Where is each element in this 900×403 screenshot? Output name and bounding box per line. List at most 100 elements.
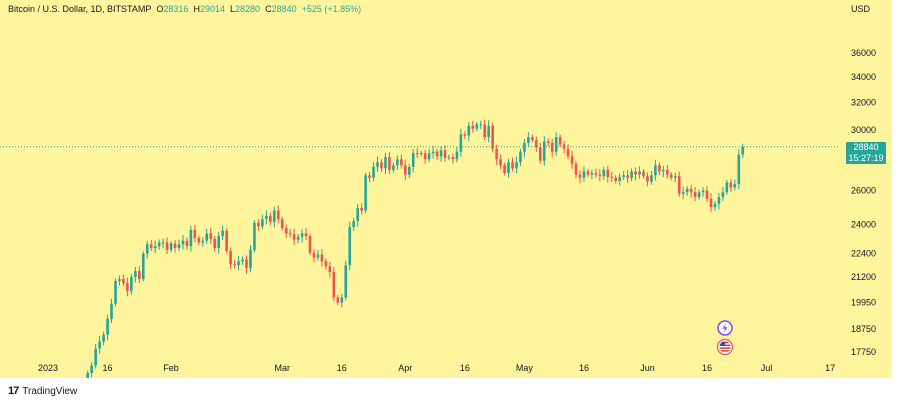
candle-body [407, 166, 411, 175]
candle-body [368, 175, 371, 178]
candle-body [217, 236, 221, 249]
candle-body [352, 220, 355, 228]
candle-body [614, 177, 618, 181]
candle-body [499, 159, 502, 166]
candle-body [582, 171, 586, 178]
candle-body [669, 174, 673, 178]
candle-body [328, 266, 332, 273]
candle-body [388, 156, 391, 170]
candle-body [384, 156, 387, 169]
candle-body [483, 124, 486, 138]
candle-body [618, 176, 621, 181]
lightning-icon[interactable] [717, 320, 733, 336]
candle-body [733, 184, 737, 188]
tradingview-logo-icon[interactable]: 17 [8, 385, 19, 397]
close-value: 28840 [271, 4, 297, 14]
candle-body [475, 124, 479, 129]
last-price: 28840 [853, 142, 879, 152]
y-tick-label: 34000 [851, 72, 876, 82]
candle-body [106, 318, 109, 335]
candle-body [205, 233, 209, 241]
chart-area[interactable]: 1775018750199502120022400240002600028000… [0, 0, 892, 378]
candle-body [590, 173, 594, 175]
candle-body [257, 222, 260, 227]
candle-body [141, 253, 145, 280]
currency-label: USD [851, 4, 871, 14]
candle-body [511, 162, 514, 169]
candle-body [471, 125, 475, 129]
x-tick-label: 16 [337, 363, 347, 373]
candle-body [404, 165, 407, 175]
candle-body [634, 171, 637, 175]
candle-body [114, 281, 117, 304]
candle-body [570, 156, 574, 164]
candle-body [447, 156, 451, 158]
candle-body [312, 252, 316, 258]
symbol-header: Bitcoin / U.S. Dollar, 1D, BITSTAMP O283… [8, 4, 361, 14]
candle-body [523, 142, 526, 152]
bar-countdown: 15:27:19 [848, 153, 884, 163]
candlestick-chart[interactable]: 1775018750199502120022400240002600028000… [0, 0, 892, 378]
candle-body [574, 163, 578, 175]
candle-body [181, 240, 185, 245]
us-flag-icon[interactable] [716, 338, 734, 356]
candle-body [515, 162, 518, 169]
candle-body [237, 261, 240, 266]
candle-body [336, 297, 340, 303]
candle-body [177, 244, 181, 249]
candle-body [185, 240, 189, 247]
candle-body [594, 173, 598, 175]
candle-body [221, 230, 224, 237]
candle-body [658, 165, 661, 172]
candle-body [685, 188, 689, 193]
candle-body [435, 151, 439, 157]
brand-name[interactable]: TradingView [22, 386, 78, 397]
y-tick-label: 24000 [851, 219, 876, 229]
candle-body [134, 271, 137, 278]
candle-body [396, 159, 399, 166]
candle-body [479, 124, 483, 126]
x-tick-label: 16 [103, 363, 113, 373]
candle-body [261, 219, 264, 227]
candle-body [372, 166, 375, 178]
candle-body [709, 198, 713, 208]
candle-body [94, 348, 97, 366]
candle-body [701, 190, 705, 193]
candle-body [229, 250, 232, 265]
candle-body [439, 150, 443, 157]
candle-body [566, 148, 570, 157]
candle-body [145, 244, 149, 254]
candle-body [491, 125, 494, 149]
candle-body [538, 147, 542, 161]
candle-body [324, 261, 328, 267]
candle-body [554, 137, 558, 152]
candle-body [507, 162, 510, 174]
candle-body [487, 125, 490, 138]
candle-body [602, 169, 606, 177]
candle-body [300, 233, 304, 238]
candle-body [292, 234, 296, 240]
candle-body [356, 208, 359, 221]
candle-body [642, 171, 645, 177]
candle-body [455, 151, 459, 160]
candle-body [225, 230, 228, 251]
symbol-title: Bitcoin / U.S. Dollar, 1D, BITSTAMP [8, 4, 152, 14]
candle-body [578, 174, 582, 178]
change-value: +525 (+1.85%) [301, 4, 362, 14]
y-tick-label: 18750 [851, 324, 876, 334]
candle-body [118, 279, 121, 282]
candle-body [288, 233, 292, 235]
y-tick-label: 17750 [851, 347, 876, 357]
candle-body [443, 150, 447, 158]
last-price-tag: 28840 15:27:19 [846, 142, 886, 164]
candle-body [233, 264, 236, 266]
candle-body [280, 219, 284, 229]
candle-body [654, 165, 657, 176]
x-tick-label: Jul [761, 363, 773, 373]
candle-body [681, 192, 685, 194]
candle-body [308, 236, 312, 253]
x-tick-label: Feb [163, 363, 179, 373]
y-tick-label: 21200 [851, 272, 876, 282]
candle-body [348, 227, 352, 266]
candle-body [165, 242, 169, 250]
